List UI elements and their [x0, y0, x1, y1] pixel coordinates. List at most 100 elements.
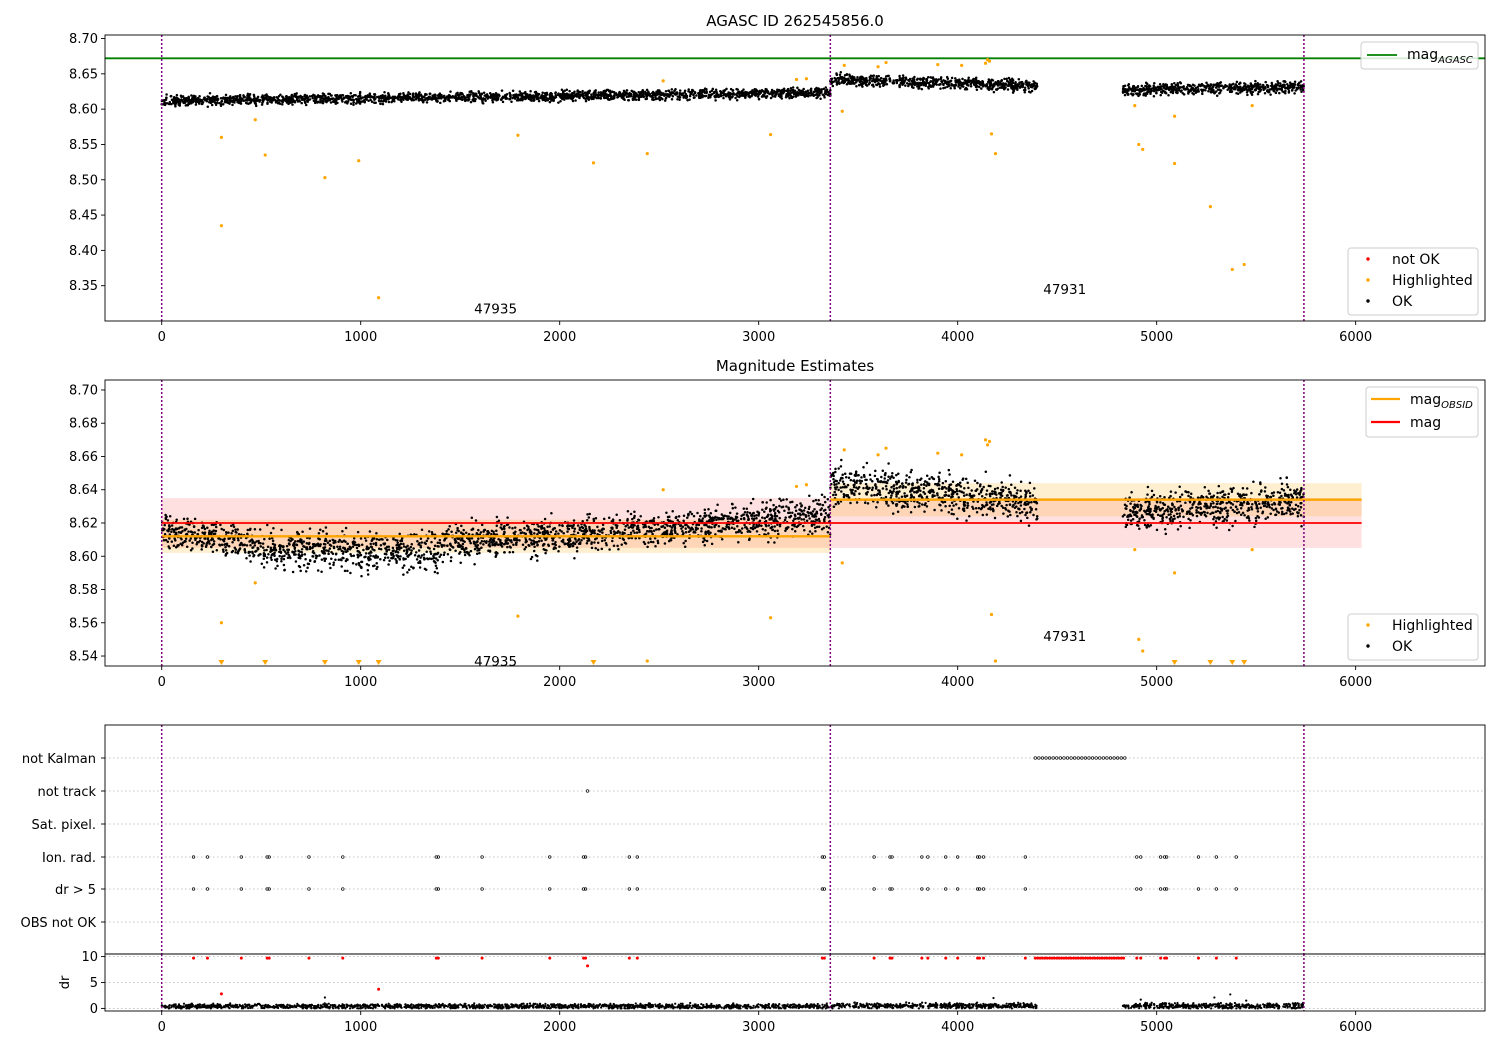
p2-ok-point: [295, 530, 299, 534]
p2-ok-point: [470, 516, 474, 519]
p2-ok-point: [626, 523, 629, 527]
p1-ok-point: [787, 93, 790, 97]
p1-ok-point: [307, 98, 310, 101]
p2-ok-point: [449, 556, 453, 559]
p1-ok-point: [404, 94, 408, 98]
p1-ok-point: [319, 99, 322, 102]
p1-ok-point: [185, 99, 188, 102]
p2-ok-point: [596, 525, 599, 529]
p2-ok-point: [246, 532, 249, 536]
p2-ok-point: [262, 554, 266, 558]
p2-ok-point: [328, 547, 332, 550]
p1-ok-point: [1179, 82, 1183, 85]
p1-ok-point: [313, 96, 317, 100]
p2-ok-point: [483, 540, 486, 543]
p2-ok-point: [214, 529, 218, 533]
p1-ok-point: [717, 95, 721, 99]
p1-ok-point: [764, 89, 767, 93]
p1-ok-point: [569, 96, 573, 99]
p1-highlighted-point: [804, 77, 809, 81]
p1-ok-point: [868, 81, 871, 85]
p2-ok-point: [203, 531, 207, 534]
p1-ok-point: [958, 87, 962, 90]
p1-ok-point: [554, 91, 557, 94]
p2-ok-point: [461, 542, 465, 546]
p1-ok-point: [713, 95, 716, 98]
p2-ok-point: [265, 556, 269, 559]
p2-ok-point: [387, 548, 391, 551]
p1-ok-point: [809, 94, 812, 97]
p1-ok-point: [544, 99, 547, 102]
p2-ok-point: [207, 540, 211, 543]
p1-ok-point: [864, 78, 868, 81]
p2-ok-point: [509, 546, 512, 549]
p1-ok-point: [425, 93, 428, 96]
p1-ok-point: [477, 91, 481, 95]
p1-ok-point: [561, 97, 564, 100]
p1-ok-point: [373, 92, 376, 96]
p1-ok-point: [804, 90, 808, 94]
p1-legend-top-label: magAGASC: [1407, 47, 1473, 66]
p2-ok-point: [182, 517, 186, 521]
p1-ok-point: [937, 78, 940, 81]
p2-ok-point: [495, 524, 499, 527]
p1-ok-point: [1127, 83, 1131, 86]
p2-ok-point: [385, 549, 389, 552]
p1-ok-point: [396, 97, 399, 100]
p2-ok-point: [341, 530, 344, 533]
p1-ok-point: [178, 102, 182, 105]
p2-ok-point: [193, 531, 197, 534]
p1-ok-point: [1020, 80, 1024, 84]
p1-ok-point: [563, 89, 566, 93]
p2-ok-point: [401, 566, 405, 570]
p1-highlighted-point: [1172, 114, 1177, 118]
p2-ok-point: [463, 553, 467, 557]
p1-ok-point: [1272, 89, 1275, 92]
p1-ok-point: [300, 101, 303, 105]
p1-ok-point: [1028, 83, 1031, 87]
p2-ok-point: [530, 541, 533, 545]
p2-ok-point: [372, 554, 375, 558]
p2-ok-point: [493, 537, 496, 540]
p1-ok-point: [593, 90, 596, 93]
p2-ok-point: [443, 551, 446, 554]
p1-ok-point: [674, 88, 677, 91]
p1-xtick-label: 6000: [1339, 330, 1372, 345]
p1-ok-point: [964, 81, 967, 84]
p1-ok-point: [520, 92, 523, 95]
p1-ok-point: [622, 89, 626, 93]
p2-ok-point: [181, 541, 185, 545]
p2-ok-point: [285, 552, 288, 555]
p2-ok-point: [283, 568, 286, 572]
p1-ok-point: [664, 97, 668, 100]
p1-ok-point: [1207, 90, 1210, 93]
p1-ok-point: [1128, 86, 1131, 89]
p1-ok-point: [1253, 82, 1257, 86]
p1-ok-point: [550, 93, 553, 97]
p1-ok-point: [352, 101, 355, 104]
p1-ok-point: [632, 95, 635, 99]
p1-ok-point: [440, 93, 443, 97]
p2-ok-point: [557, 550, 560, 553]
p1-ok-point: [1200, 89, 1204, 92]
p2-ok-point: [164, 538, 168, 542]
p1-ok-point: [491, 100, 495, 104]
p1-ok-point: [1219, 89, 1223, 92]
p1-ok-point: [303, 93, 307, 97]
p2-ok-point: [490, 541, 493, 544]
p2-ok-point: [312, 545, 315, 548]
p2-ok-point: [219, 523, 222, 527]
p2-ok-point: [595, 537, 598, 540]
p2-ok-point: [365, 545, 369, 548]
p2-ok-point: [360, 543, 364, 547]
p2-ok-point: [523, 527, 526, 530]
p2-ok-point: [623, 541, 627, 545]
p1-ok-point: [1018, 86, 1022, 89]
p2-ok-point: [435, 567, 439, 570]
p2-ok-point: [554, 543, 557, 547]
p2-ok-point: [540, 539, 543, 543]
p1-ok-point: [1135, 92, 1139, 96]
p2-ok-point: [175, 518, 178, 521]
p2-ok-point: [440, 543, 443, 547]
p2-ok-point: [376, 565, 379, 569]
